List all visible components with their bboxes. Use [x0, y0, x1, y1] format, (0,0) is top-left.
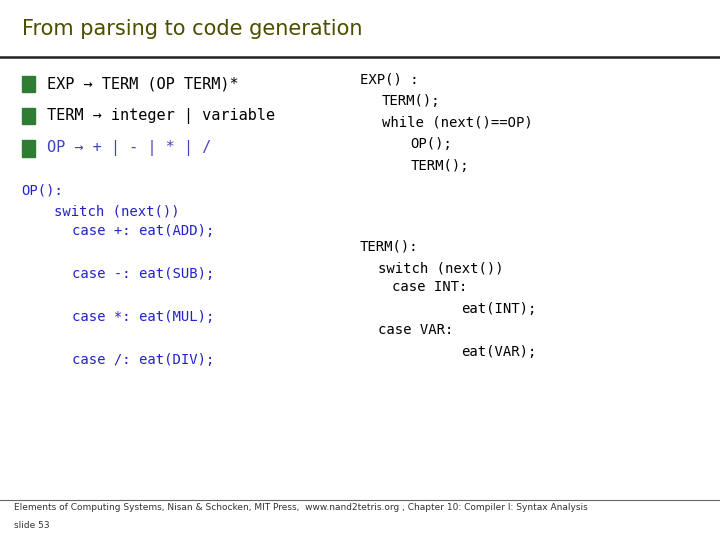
Text: EXP() :: EXP() :	[360, 72, 418, 86]
Text: while (next()==OP): while (next()==OP)	[382, 116, 532, 130]
Text: eat(VAR);: eat(VAR);	[461, 345, 536, 359]
Text: case +: eat(ADD);: case +: eat(ADD);	[72, 224, 215, 238]
Text: case INT:: case INT:	[392, 280, 468, 294]
FancyBboxPatch shape	[22, 108, 35, 124]
Text: case *: eat(MUL);: case *: eat(MUL);	[72, 310, 215, 324]
Text: case VAR:: case VAR:	[378, 323, 454, 338]
Text: eat(INT);: eat(INT);	[461, 302, 536, 316]
Text: Elements of Computing Systems, Nisan & Schocken, MIT Press,  www.nand2tetris.org: Elements of Computing Systems, Nisan & S…	[14, 503, 588, 512]
Text: case /: eat(DIV);: case /: eat(DIV);	[72, 353, 215, 367]
FancyBboxPatch shape	[22, 140, 35, 157]
Text: From parsing to code generation: From parsing to code generation	[22, 19, 362, 39]
Text: TERM();: TERM();	[382, 94, 440, 108]
Text: TERM();: TERM();	[410, 159, 469, 173]
Text: switch (next()): switch (next())	[378, 261, 503, 275]
Text: slide 53: slide 53	[14, 521, 50, 530]
Text: EXP → TERM (OP TERM)*: EXP → TERM (OP TERM)*	[47, 76, 238, 91]
Text: TERM → integer | variable: TERM → integer | variable	[47, 108, 275, 124]
Text: switch (next()): switch (next())	[54, 205, 179, 219]
FancyBboxPatch shape	[22, 76, 35, 92]
Text: case -: eat(SUB);: case -: eat(SUB);	[72, 267, 215, 281]
Text: OP();: OP();	[410, 137, 452, 151]
Text: OP → + | - | * | /: OP → + | - | * | /	[47, 140, 211, 157]
Text: OP():: OP():	[22, 183, 63, 197]
Text: TERM():: TERM():	[360, 240, 418, 254]
